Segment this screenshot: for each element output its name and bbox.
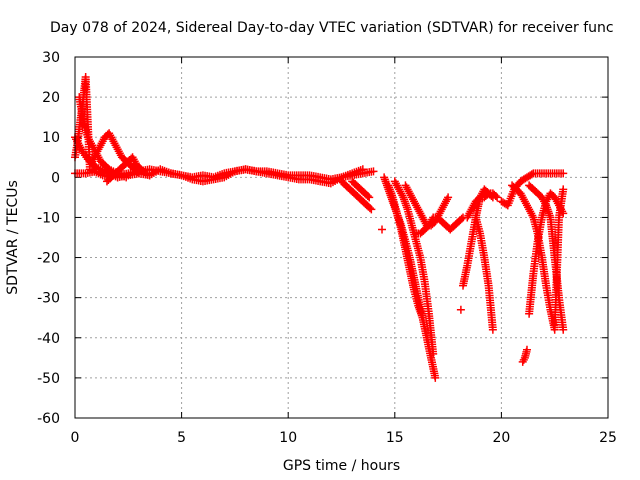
series-12 bbox=[390, 177, 438, 358]
data-point bbox=[431, 373, 440, 382]
y-tick-label: 30 bbox=[42, 50, 60, 66]
y-tick-label: -50 bbox=[37, 371, 60, 387]
series-18 bbox=[471, 213, 497, 334]
axis-ticks: 0 5 10 15 20 25 30 20 10 0 -10 -20 -30 -40 -50 -60 bbox=[37, 50, 617, 446]
series-14 bbox=[412, 213, 468, 238]
y-tick-label: -10 bbox=[37, 210, 60, 226]
series-22 bbox=[525, 189, 568, 318]
data-point bbox=[358, 165, 367, 174]
series-6 bbox=[113, 165, 367, 188]
x-tick-label: 0 bbox=[71, 430, 80, 446]
y-tick-label: 0 bbox=[51, 170, 60, 186]
data-point bbox=[457, 214, 466, 223]
data-point bbox=[559, 325, 568, 334]
x-tick-label: 5 bbox=[177, 430, 186, 446]
y-tick-label: 10 bbox=[42, 130, 60, 146]
data-point bbox=[418, 313, 427, 322]
data-point bbox=[488, 325, 497, 334]
data-point bbox=[483, 190, 492, 199]
data-point bbox=[378, 225, 387, 234]
data-point bbox=[491, 192, 500, 201]
series-10 bbox=[380, 173, 440, 382]
data-point bbox=[444, 193, 453, 202]
y-tick-label: -20 bbox=[37, 251, 60, 267]
x-axis-label: GPS time / hours bbox=[283, 458, 400, 474]
data-point bbox=[456, 305, 465, 314]
data-point bbox=[474, 194, 483, 203]
series-15 bbox=[456, 305, 465, 314]
plot-frame bbox=[74, 56, 609, 419]
data-points bbox=[71, 73, 568, 382]
data-point bbox=[363, 192, 372, 201]
x-tick-label: 20 bbox=[492, 430, 510, 446]
series-21 bbox=[518, 345, 531, 366]
data-point bbox=[367, 205, 376, 214]
chart-title: Day 078 of 2024, Sidereal Day-to-day VTE… bbox=[50, 20, 614, 36]
series-11 bbox=[384, 181, 427, 322]
y-tick-label: 20 bbox=[42, 90, 60, 106]
series-7 bbox=[337, 177, 376, 214]
y-tick-label: -40 bbox=[37, 331, 60, 347]
data-point bbox=[559, 169, 568, 178]
data-point bbox=[369, 167, 378, 176]
y-tick-label: -30 bbox=[37, 291, 60, 307]
x-tick-label: 25 bbox=[599, 430, 617, 446]
series-23 bbox=[525, 181, 568, 334]
data-point bbox=[559, 209, 568, 218]
series-19 bbox=[497, 169, 568, 210]
y-tick-label: -60 bbox=[37, 411, 60, 427]
data-point bbox=[559, 185, 568, 194]
data-point bbox=[522, 345, 531, 354]
data-point bbox=[429, 349, 438, 358]
x-tick-label: 15 bbox=[386, 430, 404, 446]
x-tick-label: 10 bbox=[279, 430, 297, 446]
data-point bbox=[527, 170, 536, 179]
series-9 bbox=[378, 225, 387, 234]
series-8 bbox=[348, 177, 374, 202]
grid-lines bbox=[75, 57, 608, 418]
y-axis-label: SDTVAR / TECUs bbox=[5, 180, 21, 295]
data-point bbox=[365, 204, 374, 213]
data-point bbox=[365, 193, 374, 202]
data-point bbox=[493, 193, 502, 202]
series-17 bbox=[463, 189, 502, 222]
